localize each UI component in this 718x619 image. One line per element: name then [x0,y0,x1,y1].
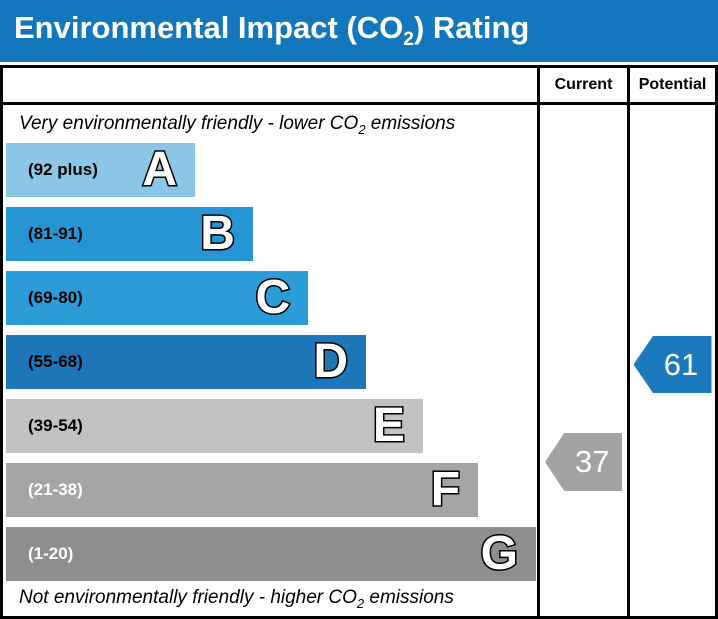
band-letter: B [199,207,237,260]
column-header-potential: Potential [627,68,715,105]
current-rating-arrow: 37 [545,433,622,491]
band-range-label: (69-80) [28,288,83,307]
band-range-label: (81-91) [28,224,83,243]
band-letter: G [479,527,519,580]
band-row-a: (92 plus) A [6,143,196,197]
column-header-current: Current [537,68,627,105]
rating-table: Current Potential Very environmentally f… [0,65,718,619]
band-letter: A [141,143,179,196]
title-subscript: 2 [403,29,414,51]
current-rating-value: 37 [574,444,610,479]
band-row-g: (1-20) G [6,527,536,581]
band-row-d: (55-68) D [6,335,367,389]
band-letter: E [371,399,406,452]
band-row-f: (21-38) F [6,463,479,517]
band-row-e: (39-54) E [6,399,423,453]
band-letter: F [429,463,461,516]
band-letter: D [312,335,350,388]
potential-rating-value: 61 [663,346,699,382]
band-range-label: (39-54) [28,416,83,435]
band-letter: C [254,271,292,324]
header-spacer [3,68,537,105]
band-range-label: (1-20) [28,544,74,563]
bottom-note: Not environmentally friendly - higher CO… [19,586,454,611]
title-bar: Environmental Impact (CO2) Rating [0,0,718,62]
band-range-label: (92 plus) [28,160,98,179]
band-range-label: (55-68) [28,352,83,371]
current-column: 37 [537,105,627,616]
band-range-label: (21-38) [28,480,83,499]
band-row-b: (81-91) B [6,207,253,261]
potential-rating-arrow: 61 [633,336,712,393]
bands-area: Very environmentally friendly - lower CO… [3,105,537,616]
band-row-c: (69-80) C [6,271,309,325]
band-list: (92 plus) A (81-91) B (69-80) C (55-68) … [6,143,537,581]
potential-column: 61 [627,105,715,616]
page-title: Environmental Impact (CO2) Rating [14,10,530,51]
top-note: Very environmentally friendly - lower CO… [19,113,456,137]
